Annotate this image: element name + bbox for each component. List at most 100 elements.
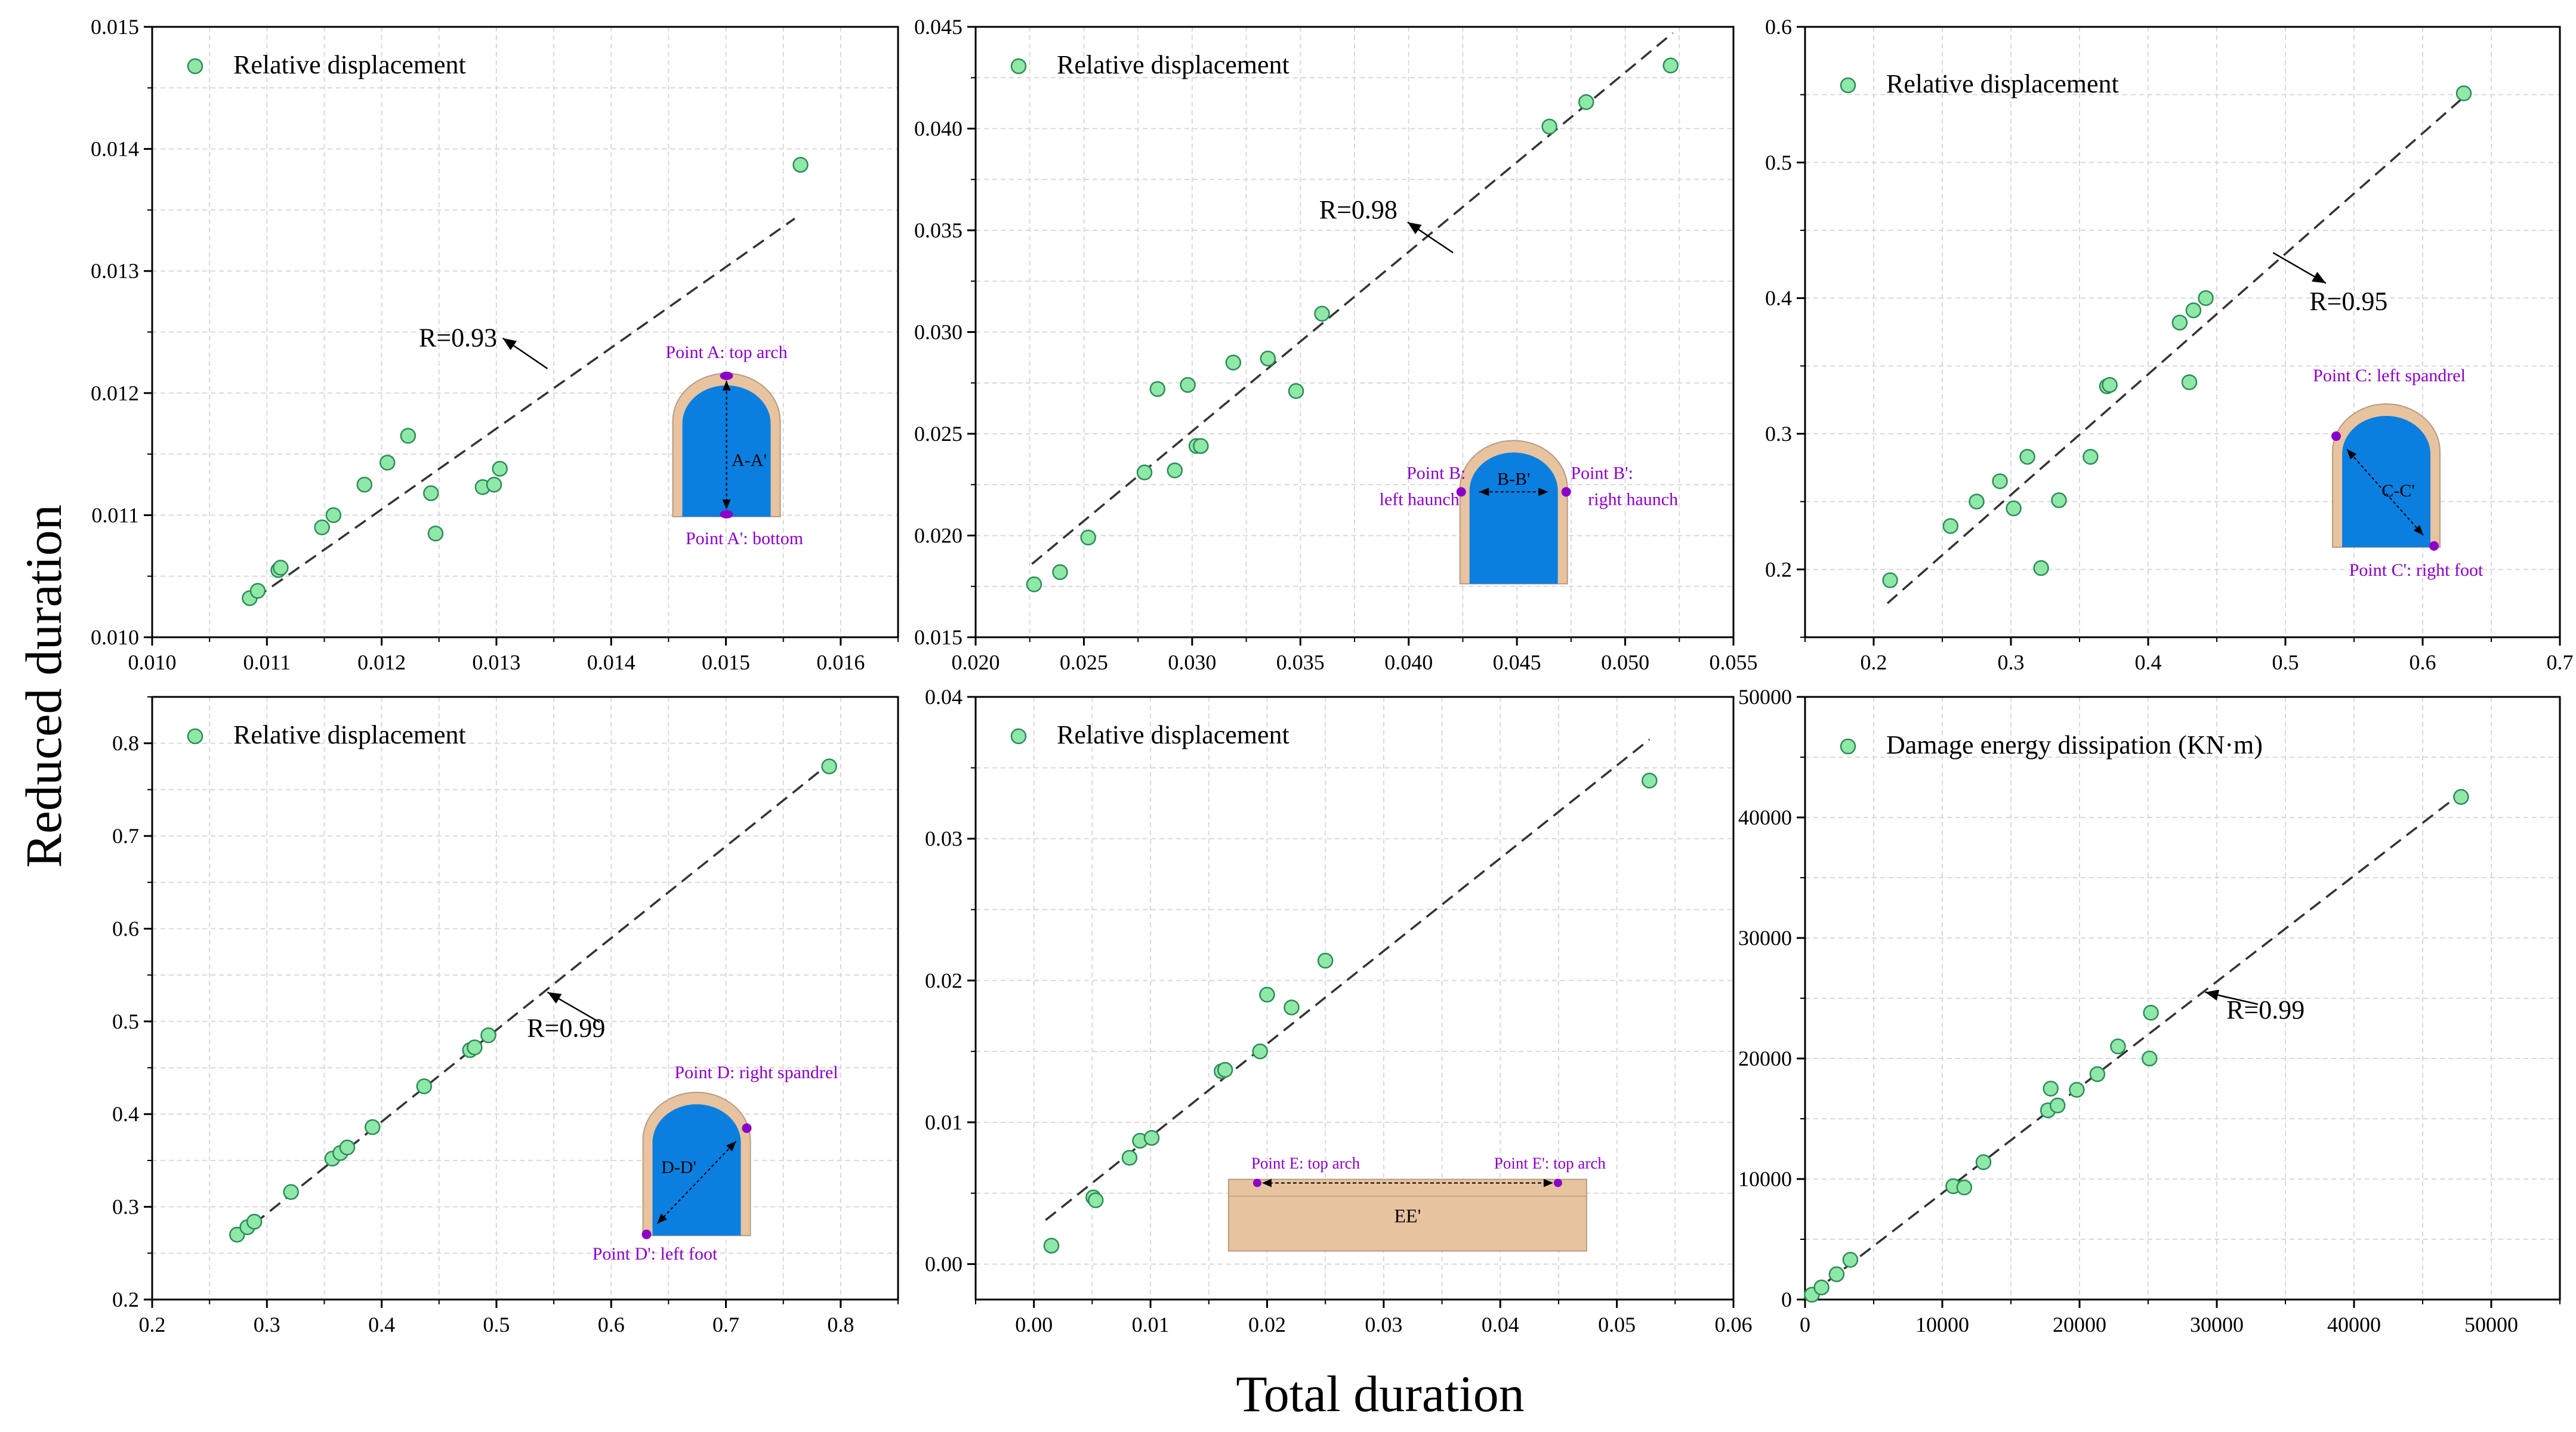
data-point xyxy=(821,758,837,774)
x-tick-label: 0.2 xyxy=(1861,650,1887,674)
point-label: left haunch xyxy=(1380,489,1460,509)
data-point xyxy=(1314,305,1330,322)
x-tick-label: 0.035 xyxy=(1276,650,1325,674)
point-label: Point C': right foot xyxy=(2349,560,2484,580)
data-point xyxy=(2453,789,2469,805)
r-value-label: R=0.99 xyxy=(2226,995,2304,1024)
point-label: Point A: top arch xyxy=(665,342,787,362)
y-tick-label: 0.4 xyxy=(112,1102,139,1126)
data-point xyxy=(480,1027,496,1044)
section-label: C-C' xyxy=(2381,481,2414,501)
point-label: Point D: right spandrel xyxy=(674,1063,838,1082)
measure-arrow xyxy=(1479,487,1489,496)
x-tick-label: 0.3 xyxy=(254,1313,280,1337)
chart-panel-6: 0 10000 20000 30000 40000 50000 0 10000 20000 300… xyxy=(1738,685,2561,1337)
fit-line xyxy=(1811,792,2462,1295)
x-tick-label: 0.4 xyxy=(2135,650,2162,674)
x-tick-label: 0.013 xyxy=(472,650,520,674)
tunnel-section xyxy=(652,1104,741,1236)
x-tick-label: 0.00 xyxy=(1015,1313,1053,1337)
y-tick-label: 0.5 xyxy=(1765,150,1792,174)
section-label: D-D' xyxy=(661,1158,696,1177)
data-point xyxy=(1956,1179,1973,1196)
legend-label: Relative displacement xyxy=(1886,69,2119,98)
r-value-label: R=0.95 xyxy=(2309,286,2387,316)
data-point xyxy=(1259,986,1275,1003)
chart-panel-1: 0.010 0.011 0.012 0.013 0.014 0.015 0.016 0.010… xyxy=(91,15,899,674)
y-tick-label: 0.045 xyxy=(914,15,962,39)
x-tick-label: 0.055 xyxy=(1710,650,1758,674)
data-point xyxy=(2083,449,2099,465)
y-tick-label: 0.030 xyxy=(914,320,962,344)
x-tick-label: 0.04 xyxy=(1482,1313,1519,1337)
r-value-label: R=0.93 xyxy=(419,323,497,353)
chart-panels: 0.010 0.011 0.012 0.013 0.014 0.015 0.0160.010… xyxy=(91,15,2574,1337)
y-tick-label: 0.8 xyxy=(112,732,139,755)
legend-label: Relative displacement xyxy=(1057,50,1289,79)
y-tick-label: 0.4 xyxy=(1765,286,1792,310)
x-tick-label: 50000 xyxy=(2464,1313,2518,1337)
point-label: Point D': left foot xyxy=(593,1244,718,1264)
legend-marker xyxy=(187,728,203,745)
data-point xyxy=(339,1139,356,1156)
y-tick-label: 0.01 xyxy=(925,1110,962,1134)
data-point xyxy=(1217,1061,1233,1078)
y-tick-label: 30000 xyxy=(1738,926,1792,950)
fit-line xyxy=(255,217,795,599)
data-point xyxy=(1813,1279,1830,1296)
y-axis-label: Reduced duration xyxy=(15,505,72,868)
data-point xyxy=(1136,464,1153,481)
r-arrow-head xyxy=(502,338,517,350)
data-point xyxy=(1578,94,1594,110)
tunnel-inset: Point C: left spandrel Point C': right fo… xyxy=(2313,366,2484,580)
x-tick-label: 0.020 xyxy=(952,650,1000,674)
section-label: A-A' xyxy=(732,450,767,470)
tunnel-inset: Point A: top arch Point A': bottom A-A' xyxy=(665,342,803,548)
fit-line xyxy=(1886,94,2467,604)
y-tick-label: 0.03 xyxy=(925,827,962,851)
data-point xyxy=(2051,492,2067,508)
data-point xyxy=(1087,1192,1104,1208)
measure-arrow xyxy=(1261,1178,1272,1187)
x-tick-label: 0.014 xyxy=(587,650,635,674)
data-point xyxy=(1284,999,1300,1016)
point-marker xyxy=(2331,431,2341,442)
y-tick-label: 0.5 xyxy=(112,1010,139,1033)
legend-marker xyxy=(1840,77,1856,94)
data-point xyxy=(1167,462,1183,479)
data-point xyxy=(486,477,502,493)
y-tick-label: 20000 xyxy=(1738,1047,1792,1070)
point-label: Point A': bottom xyxy=(686,529,803,548)
plot-frame xyxy=(974,696,1735,1301)
y-tick-label: 0.025 xyxy=(914,422,962,446)
data-point xyxy=(283,1184,299,1200)
data-point xyxy=(416,1078,433,1094)
fit-line xyxy=(1031,32,1674,565)
point-marker xyxy=(1561,487,1571,497)
point-marker xyxy=(1252,1178,1261,1187)
tunnel-inset: Point D: right spandrel Point D': left fo… xyxy=(593,1063,838,1264)
r-arrow-head xyxy=(2312,271,2326,283)
data-point xyxy=(273,560,289,576)
data-point xyxy=(379,455,396,471)
y-tick-label: 0.015 xyxy=(914,625,962,649)
point-marker xyxy=(720,371,733,380)
x-tick-label: 40000 xyxy=(2327,1313,2381,1337)
tunnel-section xyxy=(2342,416,2431,548)
data-point xyxy=(2019,449,2035,465)
data-point xyxy=(423,485,439,501)
data-point xyxy=(1842,1252,1859,1268)
measure-arrow xyxy=(2347,449,2357,460)
y-tick-label: 0 xyxy=(1781,1288,1792,1311)
r-value-label: R=0.98 xyxy=(1319,195,1397,224)
x-tick-label: 20000 xyxy=(2053,1313,2106,1337)
x-tick-label: 10000 xyxy=(1915,1313,1969,1337)
y-tick-label: 0.7 xyxy=(112,824,139,848)
point-marker xyxy=(720,510,733,519)
y-tick-label: 0.010 xyxy=(91,625,139,649)
y-tick-label: 0.6 xyxy=(112,916,139,940)
data-point xyxy=(2033,560,2049,576)
point-marker xyxy=(1553,1178,1562,1187)
data-point xyxy=(1225,354,1242,371)
